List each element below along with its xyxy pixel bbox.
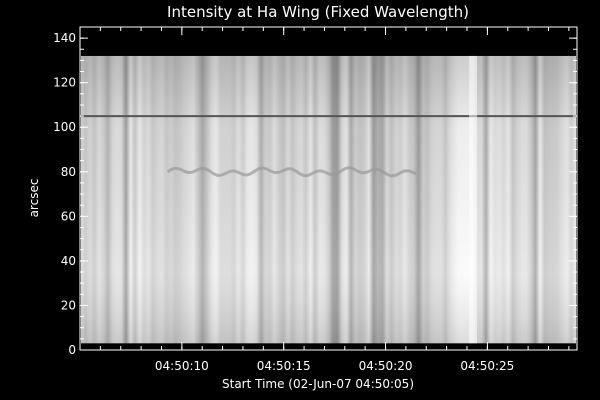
y-tick-label: 40 xyxy=(61,254,76,268)
y-axis-label: arcsec xyxy=(27,179,41,218)
wavy-dark-feature xyxy=(166,166,417,178)
intensity-shading xyxy=(81,55,576,344)
x-axis-ticks: 04:50:10 04:50:15 04:50:20 04:50:25 xyxy=(79,27,570,373)
y-tick-label: 20 xyxy=(61,298,76,312)
y-tick-label: 80 xyxy=(61,165,76,179)
y-tick-label: 60 xyxy=(61,209,76,223)
x-tick-label: 04:50:20 xyxy=(359,359,413,373)
x-axis-label: Start Time (02-Jun-07 04:50:05) xyxy=(222,377,414,391)
bright-vertical-band xyxy=(469,55,478,344)
y-axis-ticks: 0 20 40 60 80 100 120 140 xyxy=(53,26,577,357)
plot-area xyxy=(79,26,578,351)
axes-frame xyxy=(79,26,578,351)
x-tick-label: 04:50:10 xyxy=(155,359,209,373)
chart-title: Intensity at Ha Wing (Fixed Wavelength) xyxy=(167,3,469,21)
y-tick-label: 0 xyxy=(68,343,76,357)
y-tick-label: 100 xyxy=(53,120,76,134)
y-tick-label: 120 xyxy=(53,76,76,90)
x-tick-label: 04:50:15 xyxy=(257,359,311,373)
y-tick-label: 140 xyxy=(53,31,76,45)
x-tick-label: 04:50:25 xyxy=(460,359,514,373)
